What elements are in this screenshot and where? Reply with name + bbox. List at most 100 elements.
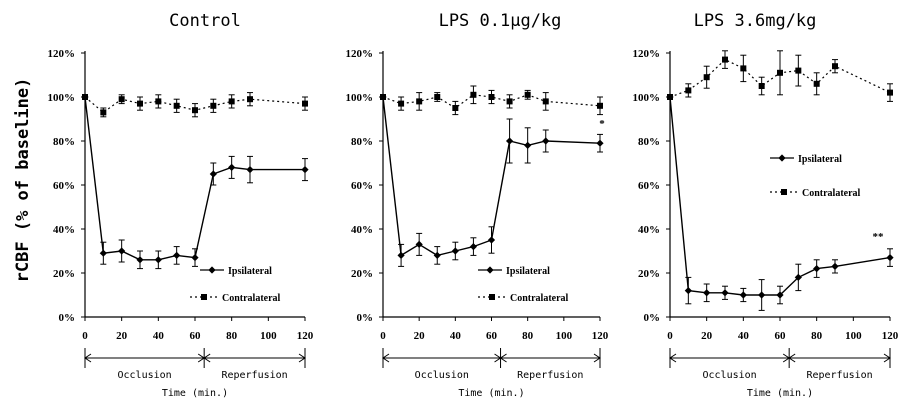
data-point: [739, 291, 747, 299]
data-point: [118, 247, 126, 255]
data-point: [191, 254, 199, 262]
reperfusion-arrow-left: [499, 353, 507, 363]
legend-contralateral-label: Contralateral: [510, 293, 569, 304]
x-tick-label: 40: [153, 330, 165, 342]
y-tick-label: 80%: [638, 136, 660, 148]
data-point: [209, 170, 217, 178]
data-point: [173, 251, 181, 259]
data-point: [434, 94, 441, 100]
phase-label-occlusion: Occlusion: [117, 370, 171, 381]
data-point: [832, 63, 838, 70]
y-tick-label: 0%: [59, 312, 76, 324]
panel-3: LPS 3.6mg/kg 0% 20% 40% 60% 80% 100% 120% 0 20 40 6…: [633, 11, 899, 399]
y-tick-label: 60%: [351, 180, 373, 192]
data-point: [136, 256, 144, 264]
x-tick-label: 0: [667, 330, 673, 342]
x-tick-label: 100: [556, 330, 573, 342]
significance-marker: *: [599, 118, 605, 130]
x-tick-label: 20: [414, 330, 426, 342]
data-point: [722, 56, 728, 63]
y-tick-label: 120%: [346, 48, 374, 60]
legend-ipsilateral-label: Ipsilateral: [506, 266, 550, 277]
legend: Ipsilateral Contralateral: [478, 266, 569, 304]
x-tick-label: 100: [845, 330, 862, 342]
legend-contralateral-label: Contralateral: [802, 188, 861, 199]
data-point: [228, 98, 235, 105]
series-line: [84, 96, 306, 114]
data-point: [758, 83, 765, 89]
data-point: [452, 105, 459, 111]
data-point: [154, 256, 162, 264]
y-tick-label: 20%: [638, 268, 660, 280]
data-point: [685, 87, 692, 94]
data-point: [887, 89, 893, 96]
phase-label-occlusion: Occlusion: [415, 370, 469, 381]
data-point: [247, 96, 253, 103]
legend-ipsilateral-label: Ipsilateral: [798, 154, 842, 165]
phase-label-reperfusion: Reperfusion: [517, 370, 583, 381]
x-tick-label: 80: [811, 330, 823, 342]
panel-title: LPS 3.6mg/kg: [694, 11, 817, 31]
legend: Ipsilateral Contralateral: [190, 266, 281, 304]
y-tick-label: 120%: [633, 48, 661, 60]
y-tick-label: 120%: [48, 48, 76, 60]
y-tick-label: 0%: [357, 312, 374, 324]
phase-label-reperfusion: Reperfusion: [221, 370, 287, 381]
legend-contralateral-label: Contralateral: [222, 293, 281, 304]
series-contralateral: [380, 85, 603, 116]
y-tick-label: 40%: [351, 224, 373, 236]
y-tick-label: 40%: [638, 224, 660, 236]
x-tick-label: 0: [380, 330, 386, 342]
x-tick-label: 40: [450, 330, 462, 342]
panels: Control 0% 20% 40% 60% 80% 100% 120% 0 20 40 60 80 10…: [48, 11, 899, 399]
x-axis-label: Time (min.): [458, 388, 524, 399]
series-line: [669, 58, 891, 98]
x-tick-label: 120: [592, 330, 609, 342]
data-point: [813, 80, 820, 87]
data-point: [703, 74, 710, 81]
x-tick-label: 20: [116, 330, 128, 342]
y-tick-label: 60%: [53, 180, 75, 192]
data-point: [173, 102, 180, 109]
y-tick-label: 100%: [48, 92, 76, 104]
data-point: [524, 91, 531, 98]
legend: Ipsilateral Contralateral: [770, 154, 861, 199]
legend-ipsilateral-marker: [486, 266, 494, 274]
data-point: [82, 94, 88, 100]
series-ipsilateral: [81, 93, 309, 270]
x-tick-label: 0: [82, 330, 88, 342]
x-axis-label: Time (min.): [162, 388, 228, 399]
panel-2: LPS 0.1μg/kg 0% 20% 40% 60% 80% 100% 120% 0 20 40 6…: [346, 11, 609, 399]
data-point: [301, 166, 309, 174]
y-tick-label: 100%: [633, 92, 661, 104]
y-tick-label: 20%: [53, 268, 75, 280]
data-point: [246, 166, 254, 174]
data-point: [451, 247, 459, 255]
legend-contralateral-marker: [489, 294, 495, 300]
data-point: [506, 98, 513, 105]
data-point: [118, 96, 125, 103]
y-tick-label: 80%: [351, 136, 373, 148]
data-point: [886, 254, 894, 262]
data-point: [667, 94, 673, 100]
significance-marker: **: [873, 231, 885, 243]
panel-title: Control: [169, 11, 241, 31]
legend-ipsilateral-marker: [778, 154, 786, 162]
x-tick-label: 120: [297, 330, 314, 342]
data-point: [302, 100, 308, 107]
phase-label-reperfusion: Reperfusion: [806, 370, 872, 381]
occlusion-arrow-left: [382, 353, 390, 363]
data-point: [488, 94, 495, 100]
reperfusion-arrow-right: [298, 353, 306, 363]
data-point: [740, 65, 747, 72]
reperfusion-arrow-right: [593, 353, 601, 363]
panel-1: Control 0% 20% 40% 60% 80% 100% 120% 0 20 40 60 80 10…: [48, 11, 314, 399]
data-point: [542, 98, 549, 105]
data-point: [721, 289, 729, 297]
data-point: [542, 137, 550, 145]
data-point: [794, 273, 802, 281]
y-tick-label: 0%: [644, 312, 661, 324]
data-point: [703, 289, 711, 297]
data-point: [777, 69, 783, 76]
